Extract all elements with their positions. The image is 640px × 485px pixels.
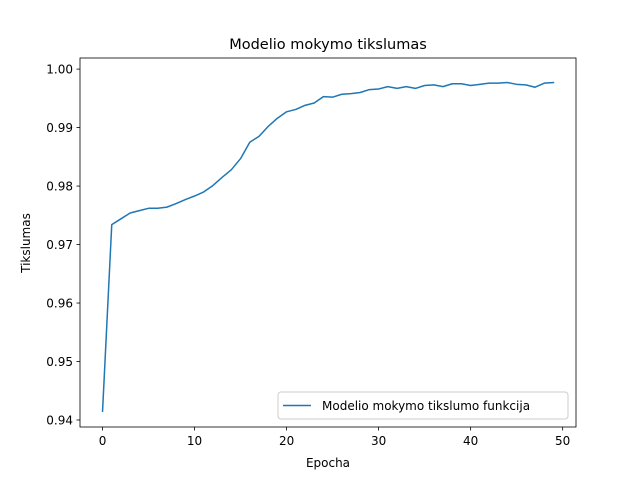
y-tick-label: 0.97 [46, 238, 73, 252]
y-tick-label: 0.98 [46, 180, 73, 194]
y-axis-label: Tikslumas [19, 213, 33, 274]
legend-box [277, 391, 569, 420]
y-tick-label: 0.94 [46, 413, 73, 427]
plot-area: 0 10 20 30 40 50 0.94 0.95 0.96 0.97 0.98 0.99 1.00 M… [46, 57, 577, 448]
legend-label: Modelio mokymo tikslumo funkcija [322, 399, 530, 413]
y-tick-label: 0.96 [46, 297, 73, 311]
series-line [101, 81, 555, 412]
x-tick-label: 20 [279, 434, 294, 448]
y-tick-label: 0.95 [46, 355, 73, 369]
y-tick-label: 1.00 [46, 63, 73, 77]
x-tick-label: 10 [187, 434, 202, 448]
x-axis-label: Epocha [306, 456, 350, 470]
axes-frame [79, 57, 577, 428]
x-tick-label: 30 [371, 434, 386, 448]
x-tick-label: 0 [99, 434, 107, 448]
chart-title: Modelio mokymo tikslumas [229, 37, 427, 53]
y-tick-label: 0.99 [46, 121, 73, 135]
x-tick-label: 50 [555, 434, 570, 448]
x-tick-label: 40 [463, 434, 478, 448]
